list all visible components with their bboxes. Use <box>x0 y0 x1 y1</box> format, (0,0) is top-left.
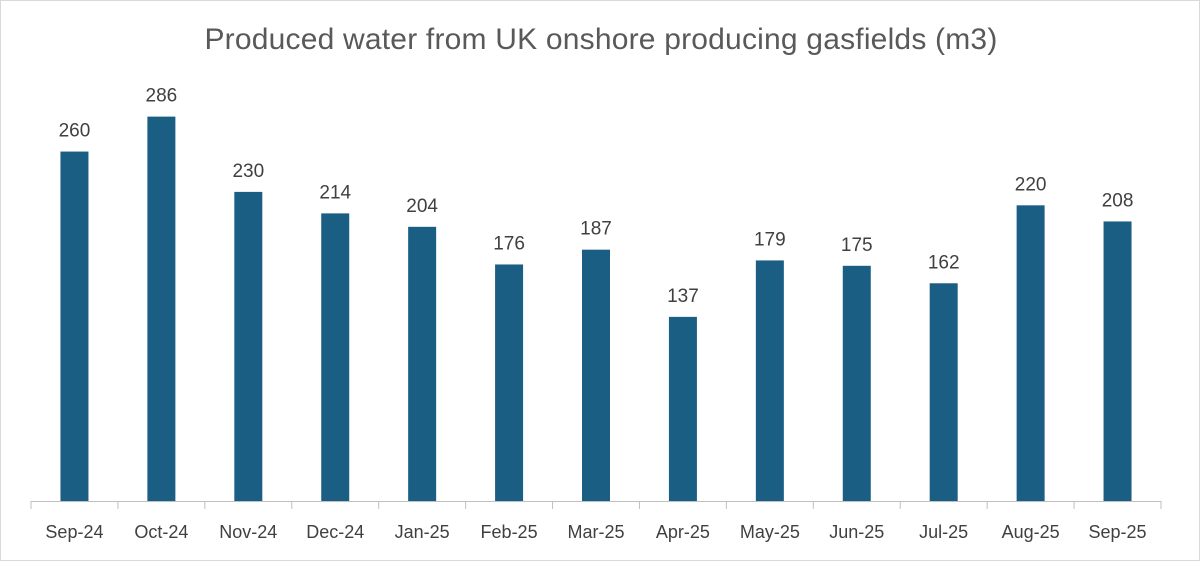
x-tick-label: Oct-24 <box>134 522 188 542</box>
data-label: 208 <box>1102 190 1134 211</box>
data-label: 204 <box>406 196 438 217</box>
data-label: 214 <box>319 182 351 203</box>
x-tick-label: Sep-24 <box>45 522 103 542</box>
data-label: 230 <box>232 161 264 182</box>
data-label: 179 <box>754 229 786 250</box>
chart-title: Produced water from UK onshore producing… <box>204 23 998 56</box>
data-label: 220 <box>1015 174 1047 195</box>
bar <box>1103 221 1132 501</box>
x-tick-label: Dec-24 <box>306 522 364 542</box>
bar <box>929 283 958 501</box>
bar <box>234 191 263 501</box>
bar <box>60 151 89 501</box>
bar <box>1016 205 1045 501</box>
data-label: 176 <box>493 233 525 254</box>
bars-group <box>60 116 1132 502</box>
x-axis: Sep-24 Oct-24 Nov-24 Dec-24 Jan-25 Feb-25 Mar-… <box>30 501 1162 542</box>
bar <box>668 316 697 501</box>
data-label: 137 <box>667 286 699 307</box>
x-tick-label: May-25 <box>740 522 800 542</box>
x-tick-label: Apr-25 <box>656 522 710 542</box>
bar <box>842 265 871 501</box>
x-tick-label: Feb-25 <box>481 522 538 542</box>
x-tick-label: Sep-25 <box>1089 522 1147 542</box>
data-label: 162 <box>928 252 960 273</box>
data-label: 286 <box>146 86 178 107</box>
bar <box>321 213 350 501</box>
x-tick-label: Nov-24 <box>219 522 277 542</box>
bar <box>755 260 784 501</box>
x-tick-label: Jun-25 <box>829 522 884 542</box>
x-tick-label: Jan-25 <box>395 522 450 542</box>
bar <box>495 264 524 501</box>
x-tick-label: Jul-25 <box>919 522 968 542</box>
data-label: 260 <box>59 121 91 142</box>
data-label: 187 <box>580 219 612 240</box>
bar <box>582 249 610 501</box>
x-tick-label: Aug-25 <box>1002 522 1060 542</box>
x-tick-label: Mar-25 <box>567 522 624 542</box>
data-label: 175 <box>841 235 873 256</box>
data-labels-group: 260 286 230 214 204 176 187 137 179 175 162 220 208 <box>59 86 1134 307</box>
bar <box>408 226 437 501</box>
bar <box>147 116 176 502</box>
